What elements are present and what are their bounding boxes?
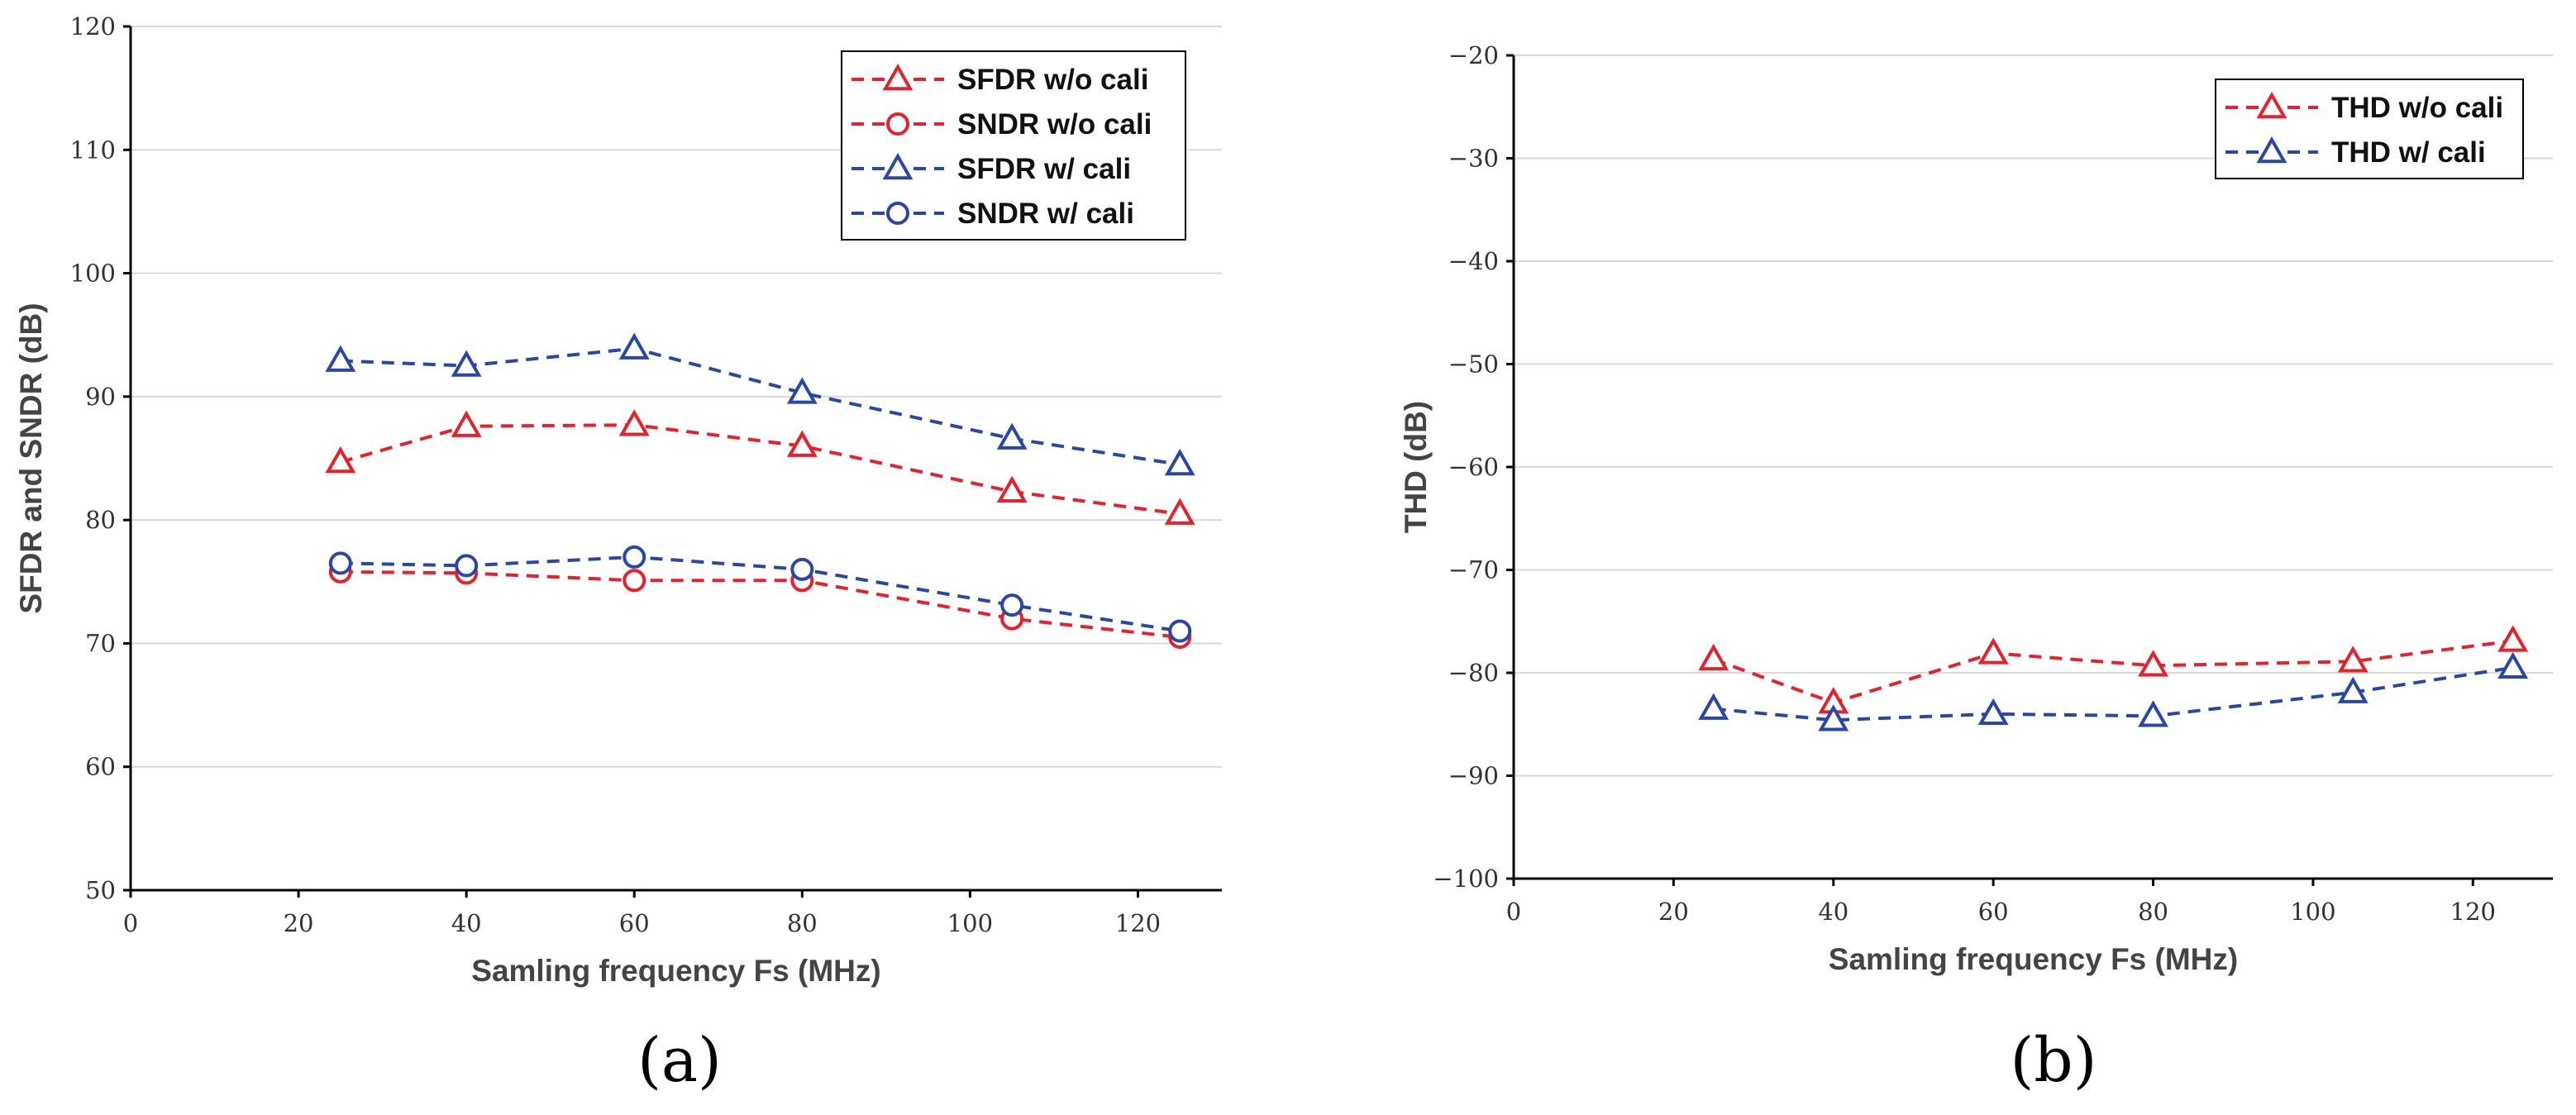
x-tick-label: 80 bbox=[2138, 898, 2168, 926]
data-point bbox=[1164, 448, 1195, 476]
chart-a: 50 60 70 80 90 100 110 120 0 20 40 60 80 100 120 Samlin… bbox=[14, 12, 1222, 988]
y-tick-label: −70 bbox=[1448, 556, 1499, 584]
data-point bbox=[623, 569, 646, 593]
legend-label: SNDR w/o cali bbox=[957, 108, 1152, 141]
legend-label: SFDR w/o cali bbox=[957, 64, 1148, 96]
x-tick-label: 80 bbox=[787, 909, 818, 937]
x-tick-label: 120 bbox=[1115, 909, 1161, 937]
legend-label: THD w/o cali bbox=[2331, 92, 2503, 124]
data-point bbox=[1818, 704, 1849, 731]
legend-marker bbox=[2256, 91, 2287, 119]
y-tick-label: −30 bbox=[1448, 145, 1499, 173]
x-tick-label: 20 bbox=[1658, 898, 1689, 926]
data-point bbox=[325, 446, 356, 474]
y-tick-label: 50 bbox=[85, 876, 116, 904]
y-tick-label: 100 bbox=[70, 260, 116, 288]
data-point bbox=[455, 554, 479, 578]
y-tick-label: −80 bbox=[1448, 659, 1499, 687]
caption-a: (a) bbox=[637, 1025, 722, 1096]
data-point bbox=[618, 332, 650, 360]
data-point bbox=[996, 422, 1028, 450]
data-point bbox=[2138, 650, 2168, 677]
legend-label: SFDR w/ cali bbox=[957, 153, 1131, 185]
data-point bbox=[451, 410, 482, 437]
x-tick-label: 120 bbox=[2450, 898, 2496, 926]
data-point bbox=[618, 409, 650, 436]
y-tick-label: −20 bbox=[1448, 41, 1499, 69]
legend-marker bbox=[2256, 136, 2287, 164]
legend-marker bbox=[886, 112, 909, 136]
data-point bbox=[328, 551, 352, 575]
x-tick-label: 40 bbox=[1818, 898, 1849, 926]
data-point bbox=[1000, 593, 1024, 617]
data-point bbox=[325, 345, 356, 372]
data-point bbox=[790, 557, 814, 581]
data-point bbox=[623, 545, 646, 569]
data-point bbox=[451, 350, 482, 377]
x-tick-label: 60 bbox=[619, 909, 650, 937]
legend-box bbox=[2215, 79, 2524, 179]
series-line-2 bbox=[340, 569, 1181, 639]
data-point bbox=[1168, 619, 1192, 643]
legend: SFDR w/o cali SNDR w/o cali SFDR w/ cali SN… bbox=[841, 50, 1186, 241]
x-tick-label: 60 bbox=[1978, 898, 2009, 926]
y-tick-label: −50 bbox=[1448, 350, 1499, 379]
y-tick-label: 60 bbox=[85, 753, 116, 781]
x-tick-label: 20 bbox=[284, 909, 314, 937]
y-tick-label: 70 bbox=[85, 629, 116, 657]
y-tick-label: −40 bbox=[1448, 247, 1499, 275]
series-line-2 bbox=[1713, 665, 2513, 722]
legend: THD w/o cali THD w/ cali bbox=[2215, 79, 2524, 179]
data-point bbox=[2497, 651, 2529, 679]
y-axis-title: SFDR and SNDR (dB) bbox=[14, 303, 48, 613]
series-line-4 bbox=[340, 555, 1181, 633]
series-line-3 bbox=[340, 346, 1181, 466]
x-axis-title: Samling frequency Fs (MHz) bbox=[471, 954, 880, 988]
y-tick-label: −60 bbox=[1448, 453, 1499, 481]
legend-marker bbox=[882, 152, 914, 180]
data-point bbox=[1698, 643, 1729, 671]
data-point bbox=[2497, 625, 2529, 652]
data-point bbox=[2138, 700, 2168, 727]
legend-marker bbox=[882, 63, 914, 91]
x-tick-label: 100 bbox=[947, 909, 993, 937]
data-point bbox=[786, 377, 818, 404]
y-tick-label: −100 bbox=[1433, 865, 1499, 893]
y-tick-label: 110 bbox=[70, 136, 116, 164]
x-tick-label: 100 bbox=[2290, 898, 2335, 926]
caption-b: (b) bbox=[2010, 1025, 2097, 1096]
series-line-1 bbox=[340, 423, 1181, 516]
data-point bbox=[1977, 637, 2009, 665]
y-tick-label: 90 bbox=[85, 383, 116, 411]
y-tick-label: −90 bbox=[1448, 762, 1499, 790]
legend-marker bbox=[886, 202, 909, 225]
series-line-1 bbox=[1713, 639, 2513, 705]
y-axis-title: THD (dB) bbox=[1399, 401, 1433, 533]
legend-label: THD w/ cali bbox=[2331, 136, 2486, 169]
data-point bbox=[1164, 498, 1195, 525]
data-point bbox=[1977, 698, 2009, 726]
x-tick-label: 40 bbox=[451, 909, 482, 937]
data-point bbox=[996, 475, 1028, 503]
data-point bbox=[1698, 693, 1729, 720]
y-tick-label: 120 bbox=[70, 12, 116, 41]
x-tick-label: 0 bbox=[1506, 898, 1521, 926]
chart-b: −100 −90 −80 −70 −60 −50 −40 −30 −20 0 20 40 60 80 100… bbox=[1399, 41, 2553, 976]
y-tick-label: 80 bbox=[85, 506, 116, 534]
x-tick-label: 0 bbox=[123, 909, 138, 937]
data-point bbox=[2337, 676, 2368, 703]
data-point bbox=[2337, 646, 2368, 673]
data-point bbox=[786, 430, 818, 457]
x-axis-title: Samling frequency Fs (MHz) bbox=[1829, 942, 2238, 976]
legend-label: SNDR w/ cali bbox=[957, 198, 1134, 230]
